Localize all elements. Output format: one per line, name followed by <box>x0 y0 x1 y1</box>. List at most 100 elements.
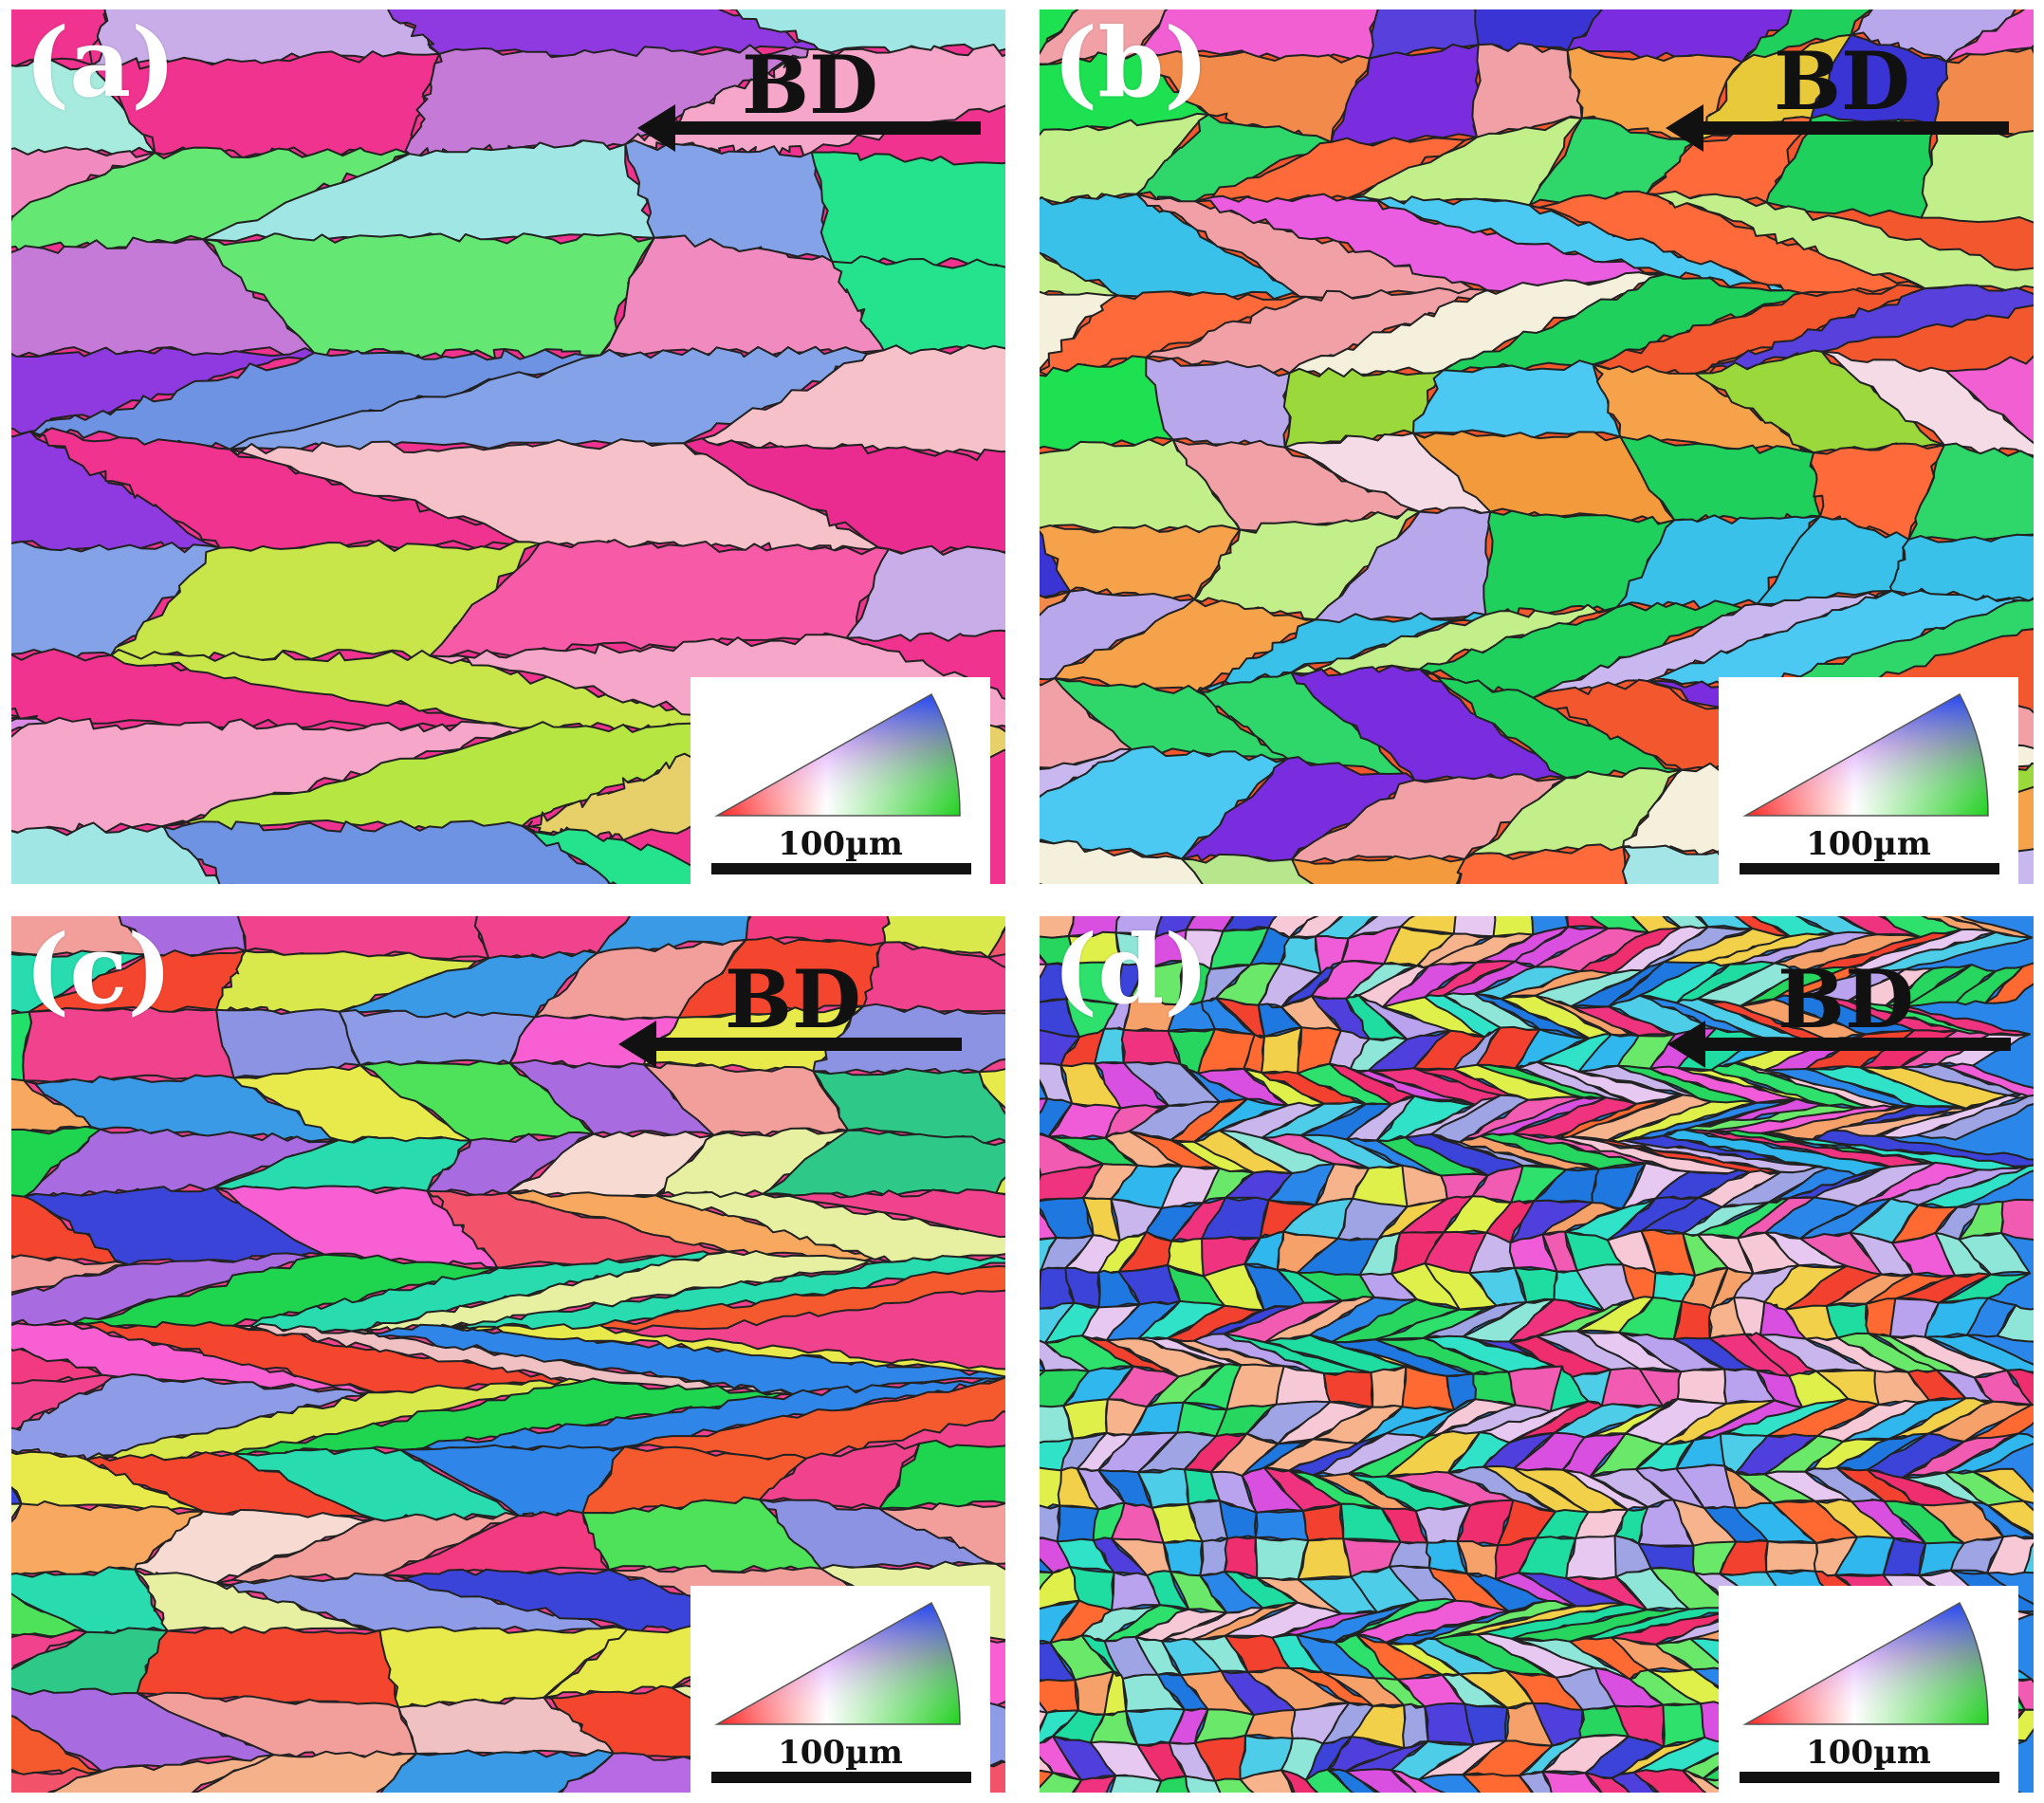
scale-label-c: 100µm <box>778 1734 903 1772</box>
grain <box>1944 355 2034 445</box>
panel-label-b: (b) <box>1053 9 1209 119</box>
grain <box>1611 1771 1658 1793</box>
grain <box>160 819 613 884</box>
direction-arrow-a <box>637 104 981 152</box>
grain <box>1214 1777 1255 1793</box>
grain <box>1040 1679 1079 1714</box>
inverse-pole-figure-icon <box>1742 1601 1989 1725</box>
grain <box>2006 1368 2034 1407</box>
grain <box>47 1754 275 1793</box>
ipf-color-fill <box>1745 1603 1988 1724</box>
grain <box>1291 855 1466 884</box>
grain <box>379 1749 615 1793</box>
ipf-color-fill <box>717 694 960 816</box>
grain <box>11 1628 88 1673</box>
grain <box>1056 1504 1100 1544</box>
grain <box>1971 1500 2034 1540</box>
panel-b: (b) BD 100µm <box>1040 9 2034 884</box>
scale-bar-d <box>1740 1772 1999 1783</box>
grain <box>729 9 1005 56</box>
grain <box>450 1323 1005 1378</box>
grain-map-c <box>11 916 1005 1793</box>
grain <box>1040 1504 1061 1543</box>
grain <box>1888 533 2034 602</box>
panel-label-c: (c) <box>25 916 173 1025</box>
scale-bar-c <box>711 1772 971 1783</box>
grain <box>587 1265 1005 1333</box>
grain <box>1390 1769 1448 1793</box>
direction-label-c: BD <box>725 952 861 1046</box>
ipf-color-fill <box>717 1603 960 1724</box>
grain <box>1304 1768 1356 1793</box>
grain <box>810 151 1005 271</box>
direction-label-d: BD <box>1777 952 1914 1046</box>
grain <box>1462 1773 1534 1793</box>
ipf-color-fill <box>1745 694 1988 816</box>
grain <box>986 926 1005 959</box>
grain <box>1040 290 1119 371</box>
scale-label-b: 100µm <box>1806 825 1931 863</box>
grain <box>1676 1368 1728 1405</box>
grain <box>1907 442 2034 543</box>
grain <box>1765 1540 1819 1573</box>
ipf-outline <box>714 692 961 817</box>
grain <box>1632 1768 1712 1793</box>
grain <box>1040 1571 1055 1596</box>
grain <box>1301 1502 1345 1542</box>
grain <box>878 1502 1005 1565</box>
direction-arrow-b <box>1666 104 2009 152</box>
panel-label-a: (a) <box>25 9 176 119</box>
inverse-pole-figure-icon <box>714 692 961 817</box>
grain <box>878 1439 1005 1510</box>
grain <box>1418 1774 1482 1793</box>
ipf-outline <box>714 1601 961 1725</box>
grain <box>1456 843 1627 884</box>
grain <box>1073 1775 1117 1793</box>
scale-label-a: 100µm <box>778 825 903 863</box>
legend-box-d: 100µm <box>1719 1586 2018 1793</box>
grain <box>1584 1772 1633 1793</box>
grain <box>2000 1198 2034 1242</box>
grain <box>1254 1510 1310 1542</box>
grain <box>1936 1062 2034 1097</box>
grain <box>2023 1541 2034 1574</box>
scale-bar-b <box>1740 863 1999 874</box>
grain <box>1370 1365 1408 1408</box>
grain <box>1812 1129 2034 1168</box>
inverse-pole-figure-icon <box>1742 692 1989 817</box>
grain <box>1326 1768 1378 1793</box>
grain <box>1621 844 1736 884</box>
grain <box>862 941 1005 1014</box>
grain <box>762 1188 1005 1239</box>
grain-map-a <box>11 9 1005 884</box>
panel-c: (c) BD 100µm <box>11 916 1005 1793</box>
grain <box>1984 962 2034 1004</box>
grain <box>1162 1539 1204 1577</box>
direction-label-a: BD <box>742 38 878 132</box>
grain <box>1239 1769 1294 1793</box>
grain <box>11 1767 103 1793</box>
grain <box>1040 1772 1083 1793</box>
inverse-pole-figure-icon <box>714 1601 961 1725</box>
grain <box>1646 190 2034 293</box>
legend-box-c: 100µm <box>691 1586 990 1793</box>
grain <box>1518 1771 1556 1793</box>
grain <box>1181 853 1317 884</box>
grain <box>995 1176 1005 1195</box>
grain <box>1280 1769 1319 1793</box>
grain <box>1916 1094 2034 1141</box>
grain <box>1155 1775 1190 1793</box>
grain <box>11 821 224 884</box>
grain <box>1412 359 1622 440</box>
grain <box>1820 350 2034 457</box>
ipf-outline <box>1742 1601 1989 1725</box>
direction-arrow-d <box>1667 1021 2011 1068</box>
grain <box>1344 1768 1419 1793</box>
panel-d: (d) BD 100µm <box>1040 916 2034 1793</box>
grain <box>1402 1702 1429 1750</box>
grain <box>191 1750 417 1793</box>
grain <box>1199 1537 1229 1577</box>
legend-box-b: 100µm <box>1719 677 2018 884</box>
panel-label-d: (d) <box>1053 916 1209 1025</box>
direction-arrow-c <box>618 1021 962 1068</box>
